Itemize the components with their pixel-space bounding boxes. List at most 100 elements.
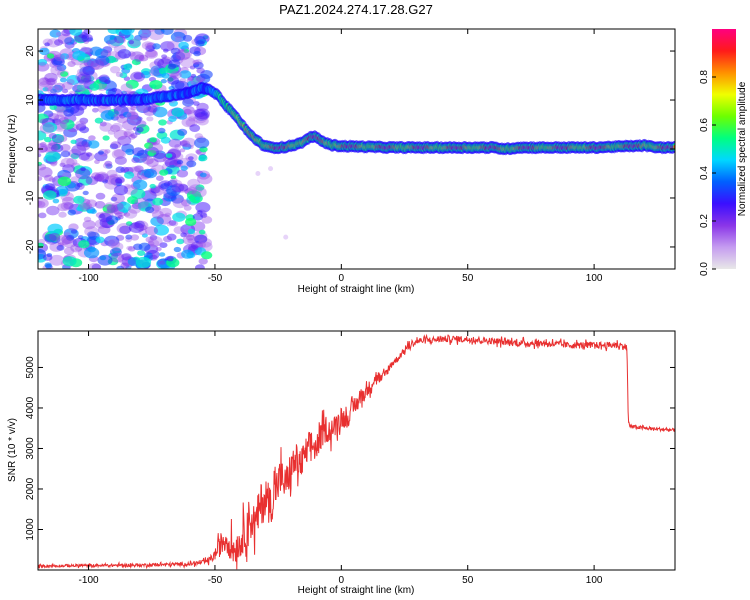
- noise-blob: [283, 234, 289, 240]
- noise-blob: [110, 141, 122, 149]
- noise-blob: [86, 152, 92, 157]
- noise-blob: [79, 202, 92, 211]
- noise-blob: [82, 220, 96, 230]
- y-tick-label: -10: [25, 190, 36, 205]
- noise-blob: [83, 59, 94, 67]
- noise-blob: [39, 142, 47, 147]
- noise-blob: [132, 179, 148, 190]
- noise-blob: [195, 202, 211, 213]
- noise-blob: [176, 159, 184, 165]
- noise-blob: [104, 202, 115, 210]
- noise-blob: [127, 246, 136, 252]
- noise-blob: [127, 196, 139, 205]
- noise-blob: [130, 234, 140, 241]
- noise-blob: [38, 176, 43, 181]
- noise-blob: [58, 211, 67, 218]
- colorbar-tick-label: 0.0: [699, 262, 710, 276]
- noise-blob: [122, 111, 132, 118]
- noise-blob: [148, 142, 164, 154]
- noise-blob: [44, 174, 54, 182]
- noise-blob: [113, 113, 120, 119]
- noise-blob: [78, 240, 90, 249]
- noise-blob: [115, 166, 125, 173]
- noise-blob: [104, 79, 111, 84]
- noise-blob: [192, 59, 200, 65]
- noise-blob: [128, 204, 142, 214]
- noise-blob: [199, 172, 207, 178]
- noise-blob: [170, 47, 181, 55]
- noise-blob: [50, 65, 65, 76]
- x-tick-label: -100: [79, 575, 99, 586]
- noise-blob: [174, 144, 182, 149]
- noise-blob: [99, 213, 106, 219]
- noise-blob: [66, 158, 78, 166]
- noise-blob: [50, 88, 57, 94]
- noise-blob: [59, 162, 66, 167]
- noise-blob: [145, 226, 158, 236]
- noise-blob: [194, 108, 210, 120]
- noise-blob: [83, 29, 91, 35]
- noise-blob: [50, 143, 64, 153]
- noise-blob: [43, 190, 57, 200]
- noise-blob: [113, 129, 128, 140]
- noise-blob: [109, 143, 119, 150]
- noise-blob: [67, 209, 77, 216]
- noise-blob: [170, 194, 184, 204]
- noise-blob: [183, 205, 192, 211]
- noise-blob: [179, 148, 186, 153]
- noise-blob: [111, 149, 126, 160]
- noise-blob: [179, 78, 187, 83]
- noise-blob: [146, 158, 159, 168]
- noise-blob: [42, 87, 49, 92]
- noise-blob: [198, 238, 212, 248]
- noise-blob: [124, 171, 135, 179]
- noise-blob: [159, 260, 166, 265]
- noise-blob: [38, 163, 47, 171]
- noise-blob: [255, 170, 261, 176]
- noise-blob: [200, 70, 213, 79]
- noise-blob: [117, 215, 124, 220]
- noise-blob: [168, 138, 182, 148]
- noise-blob: [88, 135, 96, 141]
- noise-blob: [49, 29, 61, 38]
- noise-blob: [46, 205, 60, 216]
- noise-blob: [45, 143, 59, 153]
- noise-blob: [38, 166, 53, 178]
- noise-blob: [165, 153, 173, 159]
- noise-blob: [123, 129, 135, 138]
- colorbar-tick-label: 0.8: [699, 70, 710, 84]
- noise-blob: [44, 42, 50, 47]
- noise-blob: [170, 54, 181, 62]
- noise-blob: [125, 79, 139, 89]
- noise-blob: [49, 232, 61, 241]
- noise-blob: [186, 160, 197, 168]
- noise-blob: [137, 250, 146, 256]
- noise-blob: [193, 101, 200, 106]
- noise-blob: [191, 186, 207, 198]
- noise-blob: [195, 40, 205, 47]
- noise-blob: [139, 153, 150, 161]
- noise-blob: [38, 58, 48, 66]
- noise-blob: [126, 111, 139, 120]
- noise-blob: [119, 29, 135, 35]
- noise-blob: [172, 212, 186, 222]
- noise-blob: [44, 262, 52, 268]
- noise-blob: [117, 135, 132, 146]
- noise-blob: [39, 123, 55, 134]
- noise-blob: [153, 58, 165, 66]
- noise-blob: [156, 214, 172, 225]
- noise-blob: [94, 173, 105, 182]
- noise-blob: [136, 120, 147, 128]
- noise-blob: [111, 193, 125, 203]
- noise-blob: [38, 145, 48, 153]
- noise-blob: [38, 77, 51, 88]
- noise-blob: [102, 135, 110, 141]
- noise-blob: [160, 136, 171, 144]
- noise-blob: [149, 235, 158, 241]
- noise-blob: [138, 242, 151, 251]
- noise-blob: [78, 79, 85, 84]
- noise-blob: [107, 239, 121, 249]
- noise-blob: [198, 229, 206, 235]
- noise-blob: [147, 29, 156, 32]
- noise-blob: [53, 135, 64, 143]
